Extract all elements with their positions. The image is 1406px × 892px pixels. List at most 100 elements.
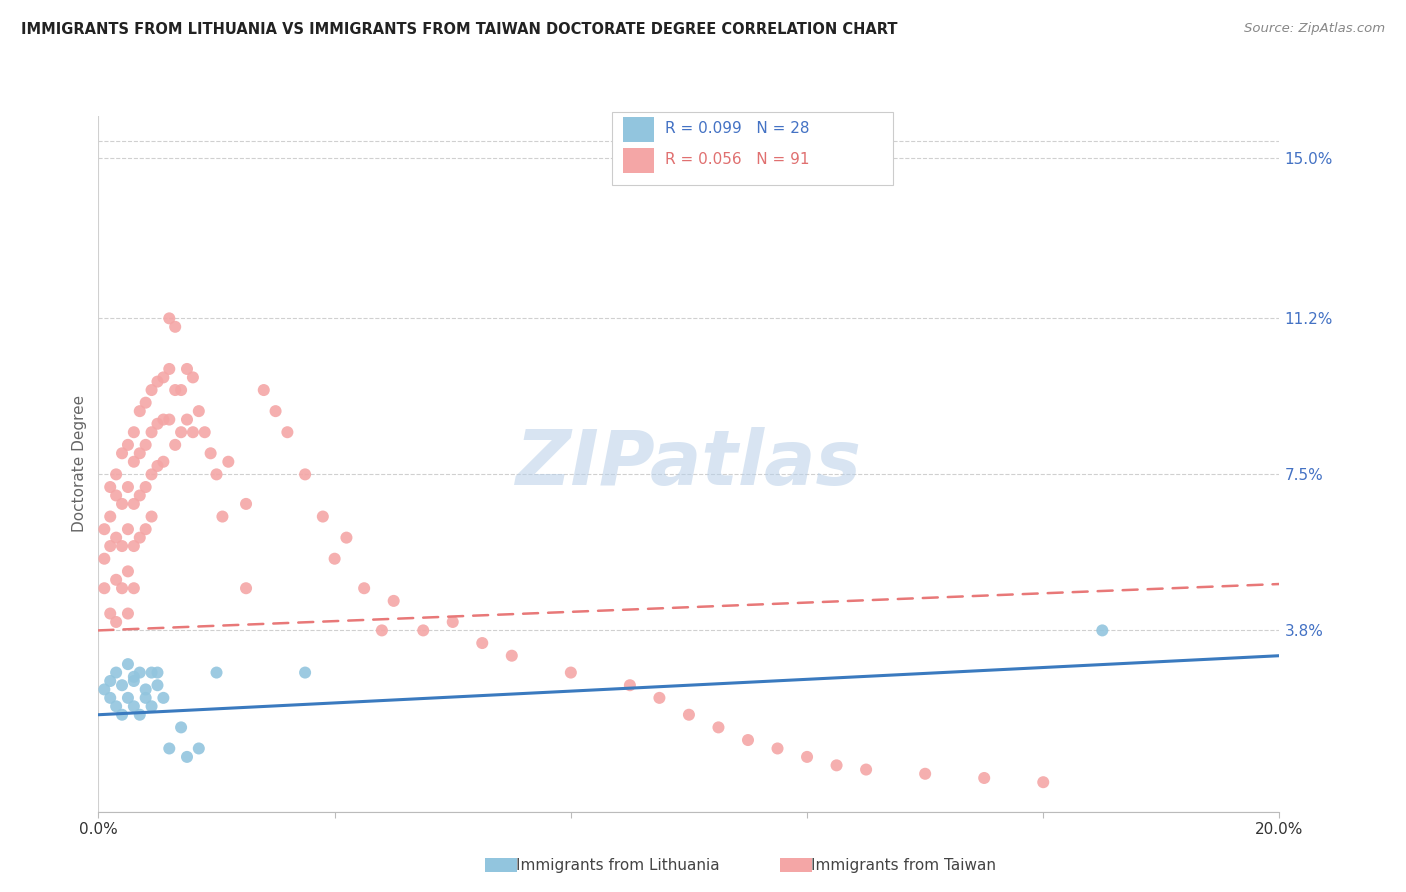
Point <box>157 311 180 326</box>
Point <box>235 581 257 595</box>
Point <box>181 370 204 384</box>
Point <box>200 446 222 460</box>
Point <box>146 665 169 680</box>
Point <box>111 446 134 460</box>
Point <box>205 665 228 680</box>
Point <box>146 375 169 389</box>
Point <box>111 707 134 722</box>
Point <box>98 480 121 494</box>
Point <box>105 531 128 545</box>
Point <box>235 497 257 511</box>
Point <box>122 539 145 553</box>
Point <box>93 522 115 536</box>
Point <box>441 615 464 629</box>
Point <box>105 467 128 482</box>
Point <box>135 682 157 697</box>
Point <box>619 678 641 692</box>
Text: Immigrants from Lithuania: Immigrants from Lithuania <box>516 858 720 872</box>
Point <box>648 690 671 705</box>
Point <box>707 720 730 734</box>
Point <box>353 581 375 595</box>
Text: R = 0.099   N = 28: R = 0.099 N = 28 <box>665 121 810 136</box>
Text: R = 0.056   N = 91: R = 0.056 N = 91 <box>665 153 810 167</box>
Point <box>165 383 187 397</box>
Point <box>105 699 128 714</box>
Point <box>678 707 700 722</box>
Point <box>152 455 174 469</box>
Point <box>312 509 335 524</box>
Point <box>176 362 198 376</box>
Point <box>122 497 145 511</box>
Point <box>141 425 163 440</box>
Point <box>98 690 121 705</box>
Point <box>111 497 134 511</box>
Point <box>98 607 121 621</box>
Point <box>253 383 276 397</box>
Point <box>294 665 316 680</box>
Point <box>128 488 150 502</box>
Point <box>973 771 995 785</box>
Point <box>170 425 193 440</box>
Point <box>98 509 121 524</box>
Point <box>152 412 174 426</box>
Point <box>264 404 287 418</box>
Point <box>135 395 157 409</box>
Point <box>105 573 128 587</box>
Point <box>294 467 316 482</box>
Point <box>176 750 198 764</box>
Point <box>335 531 357 545</box>
Point <box>111 581 134 595</box>
Point <box>855 763 877 777</box>
Point <box>105 488 128 502</box>
Point <box>187 741 209 756</box>
Point <box>146 458 169 473</box>
Point <box>165 319 187 334</box>
Point <box>796 750 818 764</box>
Text: IMMIGRANTS FROM LITHUANIA VS IMMIGRANTS FROM TAIWAN DOCTORATE DEGREE CORRELATION: IMMIGRANTS FROM LITHUANIA VS IMMIGRANTS … <box>21 22 897 37</box>
Point <box>122 455 145 469</box>
Point <box>135 522 157 536</box>
Point <box>181 425 204 440</box>
Point <box>122 581 145 595</box>
Point <box>117 657 139 672</box>
Point <box>135 438 157 452</box>
Point <box>117 480 139 494</box>
Point <box>93 551 115 566</box>
Point <box>122 673 145 688</box>
Point <box>170 720 193 734</box>
Point <box>117 607 139 621</box>
Point <box>128 446 150 460</box>
Point <box>141 509 163 524</box>
Point <box>98 673 121 688</box>
Point <box>170 383 193 397</box>
Point <box>111 678 134 692</box>
Point <box>117 438 139 452</box>
Point <box>276 425 298 440</box>
Point <box>141 665 163 680</box>
Text: Immigrants from Taiwan: Immigrants from Taiwan <box>811 858 997 872</box>
Point <box>194 425 217 440</box>
Point <box>128 707 150 722</box>
Point <box>117 690 139 705</box>
Point <box>122 425 145 440</box>
Y-axis label: Doctorate Degree: Doctorate Degree <box>72 395 87 533</box>
Point <box>165 438 187 452</box>
Point <box>157 412 180 426</box>
Point <box>152 370 174 384</box>
Point <box>205 467 228 482</box>
Point <box>187 404 209 418</box>
Point <box>146 417 169 431</box>
Point <box>128 531 150 545</box>
Point <box>105 665 128 680</box>
Point <box>382 594 405 608</box>
Text: ZIPatlas: ZIPatlas <box>516 427 862 500</box>
Point <box>1091 624 1114 638</box>
Point <box>93 682 115 697</box>
Point <box>737 733 759 747</box>
Point <box>157 362 180 376</box>
Point <box>141 467 163 482</box>
Point <box>122 670 145 684</box>
Point <box>1032 775 1054 789</box>
Point <box>501 648 523 663</box>
Point <box>135 480 157 494</box>
